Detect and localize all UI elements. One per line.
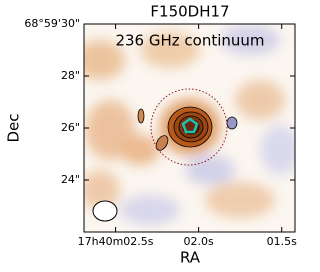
y-tick-label: 68°59'30" — [24, 17, 80, 30]
y-tick-label: 28" — [61, 69, 80, 82]
x-axis-label: RA — [180, 249, 201, 267]
y-tick-label: 26" — [61, 121, 80, 134]
x-tick-label: 01.5s — [267, 235, 297, 248]
chart: F150DH17 236 GHz continuum RA Dec 17h40m… — [5, 3, 298, 267]
x-tick-label: 02.0s — [184, 235, 214, 248]
annotation: 236 GHz continuum — [115, 32, 264, 50]
y-tick-label: 24" — [61, 173, 80, 186]
x-tick-label: 17h40m02.5s — [78, 235, 154, 248]
sky-image — [84, 24, 295, 232]
chart-title: F150DH17 — [150, 3, 229, 21]
y-axis-label: Dec — [5, 113, 23, 142]
